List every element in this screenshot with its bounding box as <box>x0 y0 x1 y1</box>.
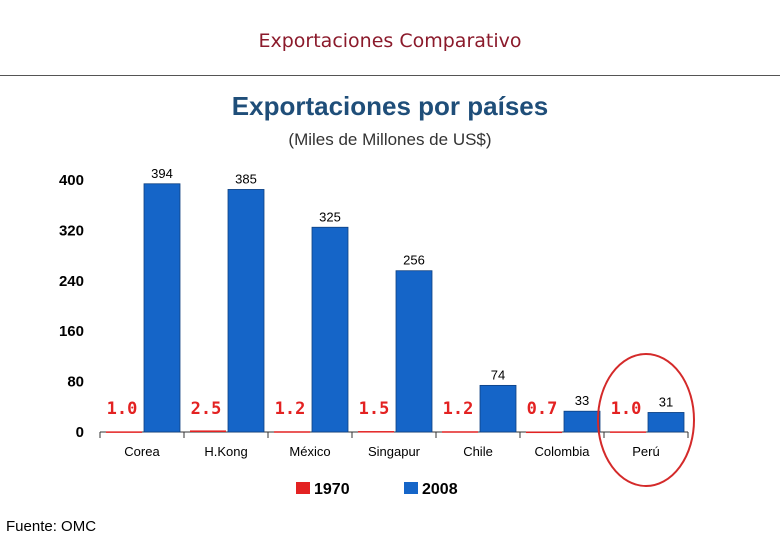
y-tick-label: 160 <box>59 323 84 340</box>
chart-title: Exportaciones por países <box>231 91 549 121</box>
bar-2008 <box>395 270 433 433</box>
y-tick-label: 80 <box>67 374 84 391</box>
legend-swatch-1970 <box>296 482 310 494</box>
bar-2008 <box>479 384 517 433</box>
data-label-2008: 385 <box>235 171 257 186</box>
data-label-2008: 394 <box>151 166 173 181</box>
data-label-1970: 1.2 <box>443 399 474 419</box>
x-category-label: Chile <box>463 444 493 459</box>
y-tick-label: 400 <box>59 172 84 189</box>
chart-subtitle: (Miles de Millones de US$) <box>288 130 492 149</box>
bar-1970 <box>610 431 646 433</box>
data-label-2008: 256 <box>403 253 425 268</box>
bar-2008 <box>143 183 181 433</box>
x-category-label: Perú <box>632 444 659 459</box>
x-category-label: Colombia <box>535 444 591 459</box>
legend-label-1970: 1970 <box>314 481 350 498</box>
data-label-1970: 1.0 <box>611 399 642 419</box>
data-label-1970: 1.2 <box>275 399 306 419</box>
y-tick-label: 240 <box>59 273 84 290</box>
data-label-2008: 74 <box>491 367 505 382</box>
legend-swatch-2008 <box>404 482 418 494</box>
x-category-label: Corea <box>124 444 160 459</box>
bar-1970 <box>358 431 394 433</box>
data-label-1970: 1.5 <box>359 399 390 419</box>
legend-label-2008: 2008 <box>422 481 458 498</box>
data-label-2008: 33 <box>575 393 589 408</box>
x-category-label: México <box>289 444 330 459</box>
bar-1970 <box>190 430 226 432</box>
bar-1970 <box>106 431 142 433</box>
y-tick-label: 0 <box>76 424 84 441</box>
bar-2008 <box>563 410 601 433</box>
bar-2008 <box>647 412 685 433</box>
data-label-1970: 1.0 <box>107 399 138 419</box>
page-title: Exportaciones Comparativo <box>258 30 522 52</box>
title-divider <box>0 75 780 76</box>
bar-1970 <box>442 431 478 433</box>
bar-2008 <box>227 189 265 433</box>
x-category-label: H.Kong <box>204 444 247 459</box>
bar-2008 <box>311 226 349 433</box>
highlight-circle <box>597 353 695 487</box>
data-label-2008: 325 <box>319 209 341 224</box>
y-tick-label: 320 <box>59 222 84 239</box>
data-label-2008: 31 <box>659 394 673 409</box>
bar-1970 <box>526 431 562 434</box>
data-label-1970: 0.7 <box>527 399 558 419</box>
x-category-label: Singapur <box>368 444 421 459</box>
source-note: Fuente: OMC <box>6 518 97 535</box>
bar-1970 <box>274 431 310 433</box>
data-label-1970: 2.5 <box>191 399 222 419</box>
